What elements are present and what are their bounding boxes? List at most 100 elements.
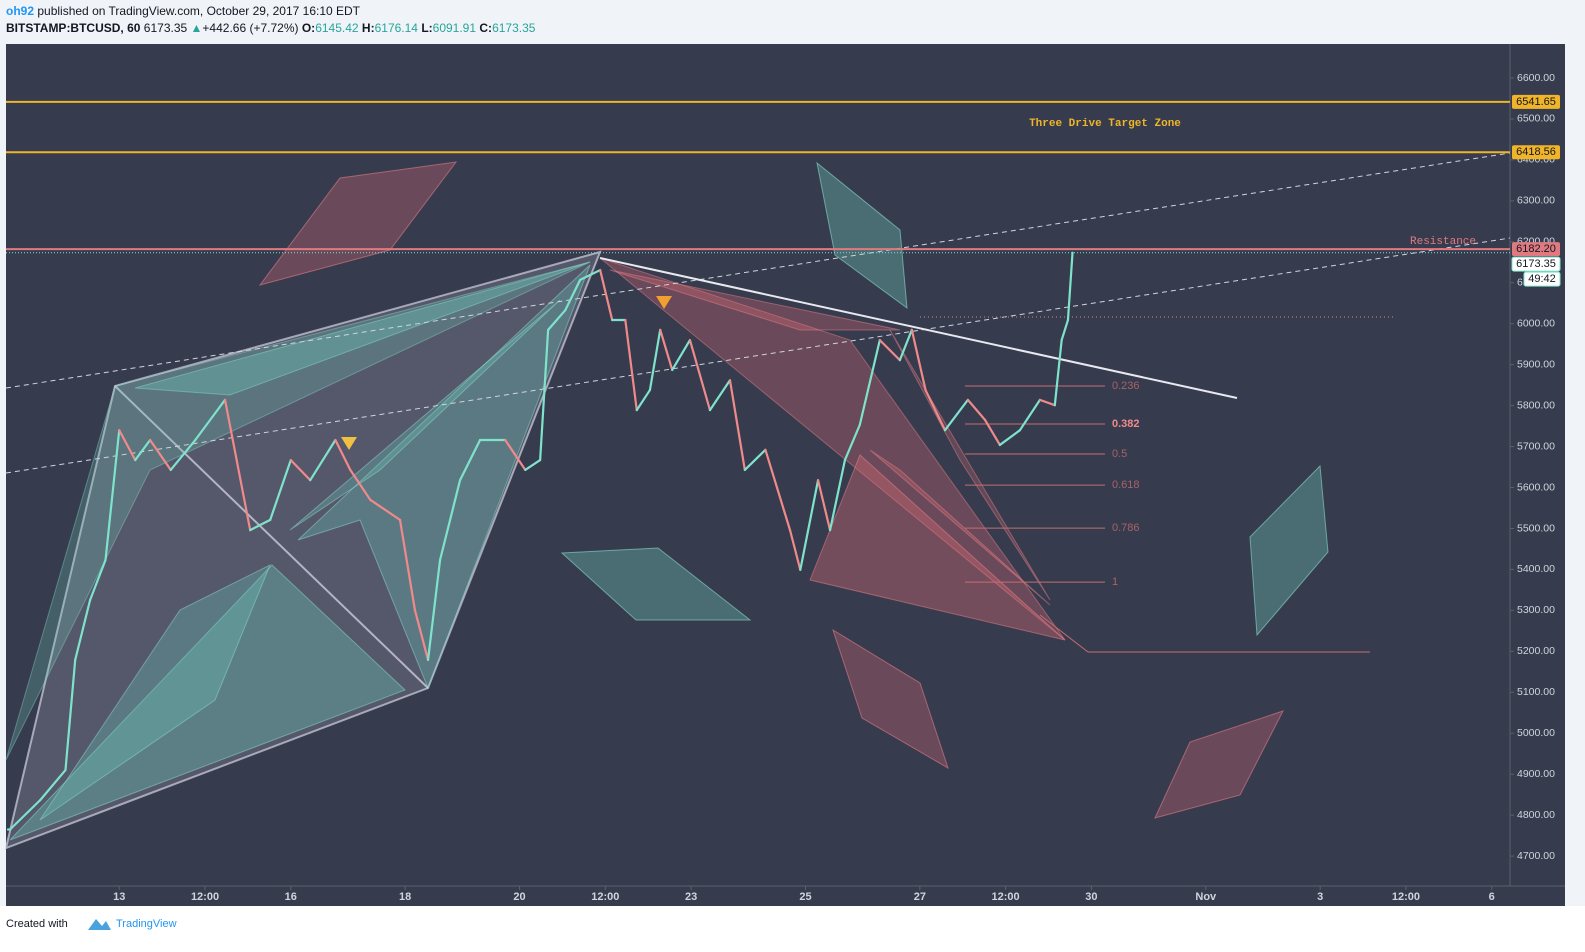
price-segment xyxy=(369,498,402,521)
y-tick-label: 6500.00 xyxy=(1517,113,1555,125)
price-segment xyxy=(648,328,662,392)
last-price-badge xyxy=(1511,256,1561,272)
price-segment xyxy=(858,338,881,426)
price-segment xyxy=(458,438,482,482)
l-label: L: xyxy=(421,21,432,35)
price-segment xyxy=(659,328,674,372)
channel-line xyxy=(5,152,1511,389)
price-segment xyxy=(1038,398,1056,407)
price-segment xyxy=(910,328,927,392)
price-segment xyxy=(983,418,1001,447)
level-badge xyxy=(1512,242,1560,257)
x-tick-label: 16 xyxy=(285,891,297,903)
pink-shape xyxy=(599,257,1066,641)
last-price-label: 6173.35 xyxy=(1516,258,1556,270)
x-tick-label: 13 xyxy=(113,891,125,903)
drawings xyxy=(4,152,1511,850)
price-segment xyxy=(309,438,337,482)
y-tick-label: 4700.00 xyxy=(1517,850,1555,862)
fib-label: 0.236 xyxy=(1112,380,1140,392)
price-segment xyxy=(998,429,1022,447)
y-tick-label: 5900.00 xyxy=(1517,358,1555,370)
price-segment xyxy=(194,398,227,442)
h-value: 6176.14 xyxy=(375,21,419,35)
price-segment xyxy=(728,379,746,472)
h-label: H: xyxy=(362,21,375,35)
price-segment xyxy=(564,278,582,312)
price-segment xyxy=(269,458,292,521)
price-segment xyxy=(74,599,92,662)
teal-shape xyxy=(1249,464,1329,637)
y-tick-label: 6300.00 xyxy=(1517,195,1555,207)
pink-shape xyxy=(1154,710,1285,819)
price-segment xyxy=(64,658,77,772)
teal-shape xyxy=(9,564,406,841)
y-tick-label: 5100.00 xyxy=(1517,686,1555,698)
trend-line xyxy=(599,257,1238,399)
o-value: 6145.42 xyxy=(315,21,359,35)
arrow: ▲ xyxy=(191,21,203,35)
author[interactable]: oh92 xyxy=(6,4,34,18)
teal-shape xyxy=(297,264,591,690)
y-tick-label: 5400.00 xyxy=(1517,563,1555,575)
fib-label: 1 xyxy=(1112,576,1118,588)
price-segment xyxy=(743,448,767,472)
price-segment xyxy=(966,398,987,422)
price-segment xyxy=(1053,338,1063,407)
price-segment xyxy=(764,448,792,532)
timer-label: 49:42 xyxy=(1528,273,1556,285)
y-tick-label: 6600.00 xyxy=(1517,72,1555,84)
y-tick-label: 5600.00 xyxy=(1517,481,1555,493)
price-segment xyxy=(504,438,527,472)
x-tick-label: 20 xyxy=(513,891,525,903)
footer-brand[interactable]: TradingView xyxy=(116,918,177,930)
x-tick-label: 12:00 xyxy=(992,891,1020,903)
x-tick-label: 3 xyxy=(1317,891,1323,903)
c-value: 6173.35 xyxy=(492,21,536,35)
price-segment xyxy=(799,479,820,571)
x-tick-label: 23 xyxy=(685,891,697,903)
level-label: 6182.20 xyxy=(1516,243,1556,255)
price-segment xyxy=(708,379,732,412)
price-segment xyxy=(898,328,913,362)
y-tick-label: 4900.00 xyxy=(1517,768,1555,780)
c-label: C: xyxy=(479,21,492,35)
x-tick-label: 30 xyxy=(1085,891,1097,903)
x-tick-label: 27 xyxy=(914,891,926,903)
price-segment xyxy=(788,529,802,571)
price-segment xyxy=(816,479,832,532)
price-segment xyxy=(104,429,121,562)
y-tick-label: 4800.00 xyxy=(1517,809,1555,821)
x-tick-label: 12:00 xyxy=(1392,891,1420,903)
price-segment xyxy=(524,458,542,472)
o-label: O: xyxy=(302,21,315,35)
x-tick-label: 12:00 xyxy=(191,891,219,903)
price-segment xyxy=(223,398,252,532)
fib-label: 0.618 xyxy=(1112,479,1140,491)
price-segment xyxy=(943,398,969,432)
price-segment xyxy=(635,388,652,412)
pattern-shape xyxy=(4,250,602,850)
pink-shape xyxy=(869,449,1051,606)
teal-shape xyxy=(816,161,908,310)
y-tick-label: 5300.00 xyxy=(1517,604,1555,616)
y-tick-label: 5700.00 xyxy=(1517,440,1555,452)
price-segment xyxy=(599,268,614,322)
price-segment xyxy=(547,309,567,331)
chart-background xyxy=(6,44,1565,906)
pink-shape xyxy=(258,161,458,286)
logo xyxy=(88,919,111,930)
footer-bg xyxy=(0,906,1585,952)
level-badge xyxy=(1512,94,1560,109)
teal-shape xyxy=(289,299,561,531)
price-segment xyxy=(1060,318,1070,342)
teal-shape xyxy=(560,547,752,621)
price-segment xyxy=(843,423,861,462)
price-segment xyxy=(878,338,901,362)
x-tick-label: 25 xyxy=(799,891,811,903)
price-segment xyxy=(624,318,638,412)
price-segment xyxy=(249,518,272,532)
publish-line: oh92 published on TradingView.com, Octob… xyxy=(6,4,361,18)
x-tick-label: 6 xyxy=(1489,891,1495,903)
price-segment xyxy=(438,479,462,562)
